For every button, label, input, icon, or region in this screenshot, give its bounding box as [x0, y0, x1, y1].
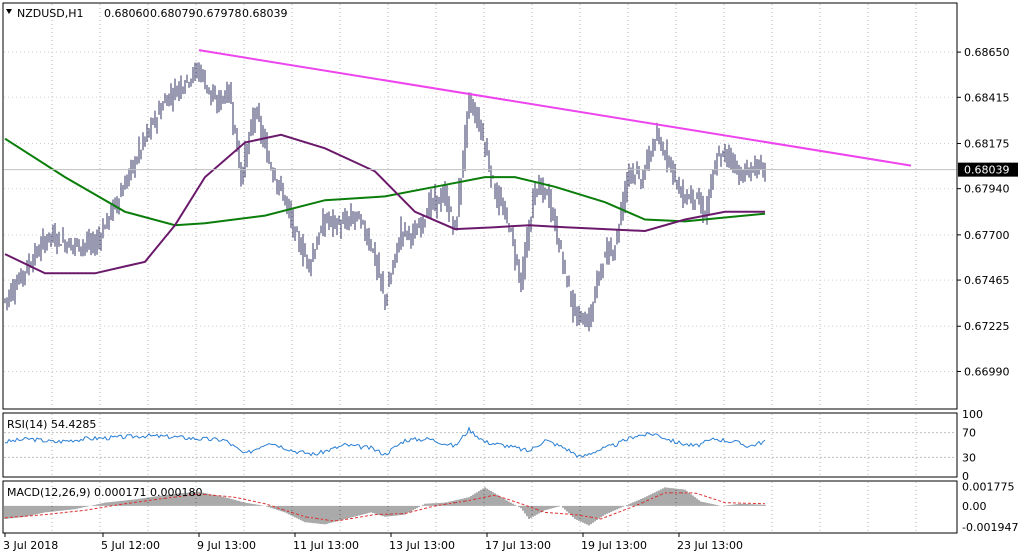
time-tick-label: 13 Jul 13:00	[389, 539, 455, 552]
price-tick-label: 0.68650	[964, 46, 1010, 59]
header-symbol: NZDUSD,H1	[17, 7, 84, 20]
price-axis: 0.68650 0.68415 0.68175 0.67940 0.67700 0.674…	[957, 46, 1010, 378]
macd-signal-line	[4, 492, 766, 522]
price-tick-label: 0.67465	[964, 274, 1010, 287]
macd-tick-label: -0.001947	[962, 521, 1018, 534]
macd-histogram	[4, 487, 766, 526]
rsi-title: RSI(14) 54.4285	[7, 418, 96, 431]
moving-average-purple	[4, 133, 765, 275]
header-high: 0.68079	[150, 7, 196, 20]
price-tick-label: 0.66990	[964, 365, 1010, 378]
price-tick-label: 0.67225	[964, 320, 1010, 333]
dropdown-triangle-icon[interactable]	[6, 9, 12, 14]
macd-tick-label: 0.00	[962, 500, 987, 513]
current-price-badge	[958, 162, 1018, 177]
header-low: 0.67978	[196, 7, 242, 20]
time-tick-label: 19 Jul 13:00	[581, 539, 647, 552]
rsi-levels	[4, 432, 956, 458]
time-tick-label: 23 Jul 13:00	[677, 539, 743, 552]
macd-title: MACD(12,26,9) 0.000171 0.000180	[7, 486, 203, 499]
price-tick-label: 0.68175	[964, 137, 1010, 150]
rsi-line	[4, 426, 766, 458]
rsi-tick-label: 30	[962, 451, 976, 464]
header-open: 0.68060	[104, 7, 150, 20]
rsi-tick-label: 0	[962, 470, 969, 483]
rsi-panel[interactable]	[2, 412, 958, 478]
time-tick-label: 11 Jul 13:00	[293, 539, 359, 552]
trendline[interactable]	[198, 49, 912, 167]
time-tick-label: 3 Jul 2018	[3, 539, 58, 552]
price-tick-label: 0.67940	[964, 183, 1010, 196]
macd-axis: 0.001775 0.00 -0.001947	[962, 481, 1018, 534]
price-panel[interactable]	[2, 2, 958, 410]
rsi-tick-label: 100	[962, 408, 983, 421]
price-tick-label: 0.67700	[964, 229, 1010, 242]
moving-average-green	[4, 137, 766, 227]
time-axis: 3 Jul 2018 5 Jul 12:00 9 Jul 13:00 11 Jul 1…	[3, 533, 743, 552]
macd-tick-label: 0.001775	[962, 481, 1015, 494]
time-tick-label: 5 Jul 12:00	[101, 539, 160, 552]
macd-panel[interactable]	[2, 480, 958, 534]
horizontal-grid	[4, 51, 956, 372]
vertical-grid	[51, 4, 917, 532]
time-tick-label: 17 Jul 13:00	[485, 539, 551, 552]
rsi-tick-label: 70	[962, 427, 976, 440]
rsi-axis: 100 70 30 0	[962, 408, 983, 483]
current-price-text: 0.68039	[964, 164, 1010, 177]
price-tick-label: 0.68415	[964, 91, 1010, 104]
time-tick-label: 9 Jul 13:00	[197, 539, 256, 552]
candle-series	[4, 62, 766, 332]
header-close: 0.68039	[242, 7, 288, 20]
